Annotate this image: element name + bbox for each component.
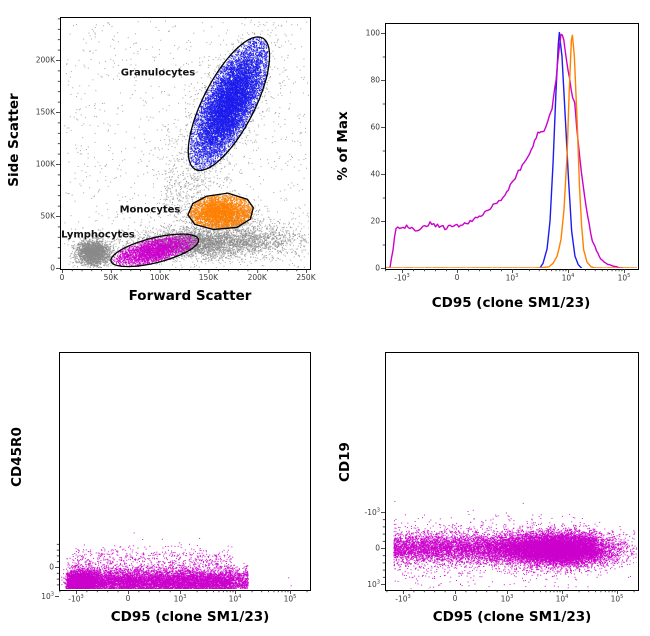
histogram-x-axis-title: CD95 (clone SM1/23) — [431, 295, 591, 311]
fsc-ssc-x-axis-title: Forward Scatter — [128, 288, 252, 304]
gate-label-lymphocytes: Lymphocytes — [61, 229, 135, 241]
cd19-x-axis-title: CD95 (clone SM1/23) — [432, 609, 592, 625]
gate-label-monocytes: Monocytes — [119, 204, 181, 216]
cd45r0-x-axis-title: CD95 (clone SM1/23) — [110, 609, 270, 625]
histogram-y-axis-title: % of Max — [335, 111, 351, 181]
gate-label-granulocytes: Granulocytes — [120, 67, 196, 79]
cd19-y-axis-title: CD19 — [337, 442, 353, 482]
cd45r0-y-axis-title: CD45R0 — [9, 427, 25, 487]
fsc-ssc-y-axis-title: Side Scatter — [6, 93, 22, 187]
